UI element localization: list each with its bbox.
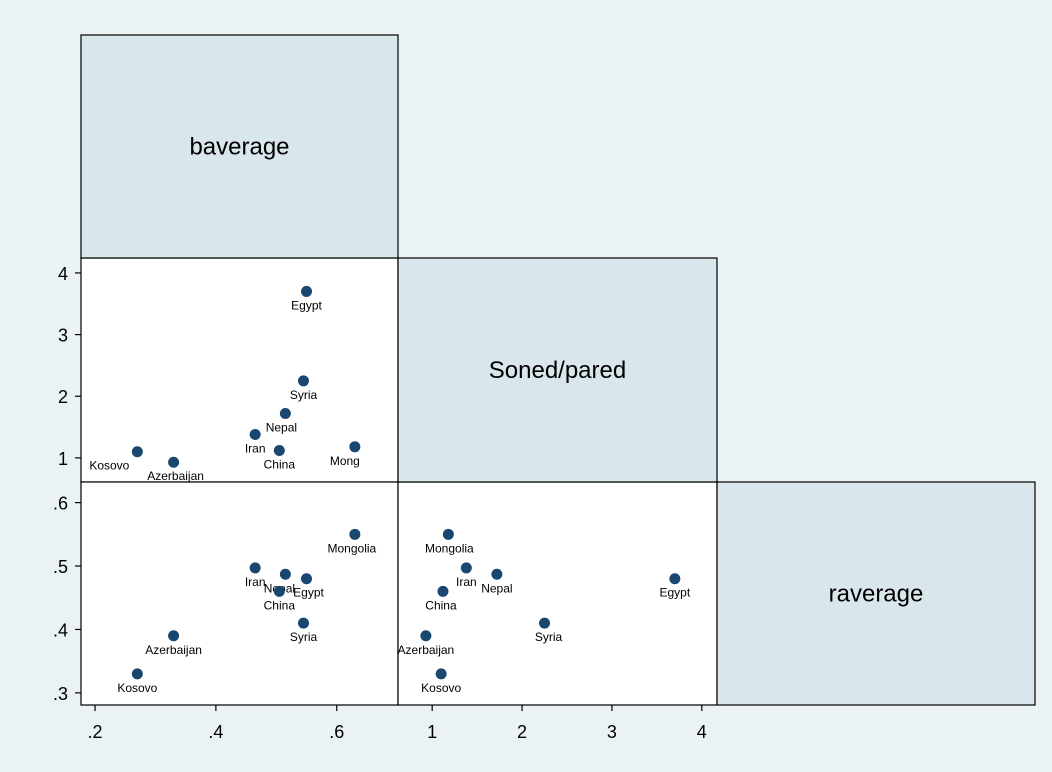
point-label-kosovo-panel-0: Kosovo xyxy=(89,459,129,473)
panel-baverage-vs-soned-pared xyxy=(80,257,399,483)
point-label-azerbaijan-panel-0: Azerbaijan xyxy=(147,469,204,483)
point-label-mongolia-panel-0: Mong xyxy=(330,454,360,468)
diagonal-cell-soned-pared xyxy=(397,257,718,483)
ytick-label-soned-pared-0: 1 xyxy=(58,449,68,469)
diagonal-label-baverage: baverage xyxy=(189,134,289,161)
point-label-mongolia-panel-1: Mongolia xyxy=(328,541,377,555)
point-label-china-panel-0: China xyxy=(264,458,296,472)
point-syria-panel-1 xyxy=(297,617,309,629)
point-iran-panel-1 xyxy=(249,562,261,574)
point-label-china-panel-1: China xyxy=(264,598,296,612)
ytick-label-raverage-2: .5 xyxy=(53,557,68,577)
point-label-mongolia-panel-2: Mongolia xyxy=(425,541,474,555)
point-label-nepal-panel-2: Nepal xyxy=(481,581,512,595)
point-label-egypt-panel-0: Egypt xyxy=(291,298,322,312)
point-kosovo-panel-1 xyxy=(131,668,143,680)
point-label-azerbaijan-panel-1: Azerbaijan xyxy=(145,643,202,657)
ytick-label-soned-pared-3: 4 xyxy=(58,264,68,284)
point-label-iran-panel-2: Iran xyxy=(456,575,477,589)
panel-soned-pared-vs-raverage xyxy=(397,481,718,706)
point-nepal-panel-0 xyxy=(279,408,291,420)
xtick-label-soned-pared-1: 2 xyxy=(517,722,527,742)
xtick-label-soned-pared-3: 4 xyxy=(697,722,707,742)
point-label-syria-panel-2: Syria xyxy=(535,630,563,644)
point-iran-panel-2 xyxy=(460,562,472,574)
point-syria-panel-0 xyxy=(297,375,309,387)
point-label-kosovo-panel-2: Kosovo xyxy=(421,681,461,695)
ytick-label-raverage-1: .4 xyxy=(53,620,68,640)
point-iran-panel-0 xyxy=(249,428,261,440)
point-label-egypt-panel-1: Egypt xyxy=(293,586,324,600)
point-label-kosovo-panel-1: Kosovo xyxy=(117,681,157,695)
point-mongolia-panel-2 xyxy=(442,528,454,540)
diagonal-labels-layer: baverage Soned/pared raverage xyxy=(80,34,1036,706)
point-label-iran-panel-0: Iran xyxy=(245,441,266,455)
point-nepal-panel-2 xyxy=(491,568,503,580)
point-azerbaijan-panel-2 xyxy=(420,630,432,642)
panel-baverage-vs-raverage xyxy=(80,481,399,706)
point-nepal-panel-1 xyxy=(279,568,291,580)
diagonal-cell-raverage xyxy=(716,481,1036,706)
point-syria-panel-2 xyxy=(539,617,551,629)
ytick-label-raverage-0: .3 xyxy=(53,684,68,704)
diagonal-label-raverage: raverage xyxy=(829,581,924,608)
ytick-label-soned-pared-2: 3 xyxy=(58,326,68,346)
xtick-label-baverage-2: .6 xyxy=(329,722,344,742)
point-egypt-panel-1 xyxy=(301,573,313,585)
ytick-label-raverage-3: .6 xyxy=(53,494,68,514)
point-kosovo-panel-0 xyxy=(131,446,143,458)
point-label-iran-panel-1: Iran xyxy=(245,575,266,589)
xtick-label-baverage-0: .2 xyxy=(88,722,103,742)
diagonal-label-soned-pared: Soned/pared xyxy=(489,357,626,384)
point-egypt-panel-0 xyxy=(301,285,313,297)
xtick-label-soned-pared-0: 1 xyxy=(427,722,437,742)
diagonal-cell-baverage xyxy=(80,34,399,259)
point-china-panel-1 xyxy=(273,585,285,597)
ytick-label-soned-pared-1: 2 xyxy=(58,387,68,407)
point-china-panel-2 xyxy=(437,585,449,597)
point-china-panel-0 xyxy=(273,445,285,457)
panels-layer xyxy=(80,257,718,706)
point-label-syria-panel-0: Syria xyxy=(290,388,318,402)
xtick-label-baverage-1: .4 xyxy=(208,722,223,742)
point-label-nepal-panel-0: Nepal xyxy=(266,421,297,435)
point-egypt-panel-2 xyxy=(669,573,681,585)
point-azerbaijan-panel-0 xyxy=(168,456,180,468)
xtick-label-soned-pared-2: 3 xyxy=(607,722,617,742)
point-azerbaijan-panel-1 xyxy=(168,630,180,642)
point-mongolia-panel-0 xyxy=(349,441,361,453)
point-label-china-panel-2: China xyxy=(425,598,457,612)
point-label-syria-panel-1: Syria xyxy=(290,630,318,644)
point-mongolia-panel-1 xyxy=(349,528,361,540)
point-kosovo-panel-2 xyxy=(435,668,447,680)
point-label-egypt-panel-2: Egypt xyxy=(660,586,691,600)
point-label-azerbaijan-panel-2: Azerbaijan xyxy=(398,643,455,657)
axes-layer: 1 2 3 4 .3 .4 .5 .6 .2 .4 .6 1 2 3 4 xyxy=(53,264,707,742)
